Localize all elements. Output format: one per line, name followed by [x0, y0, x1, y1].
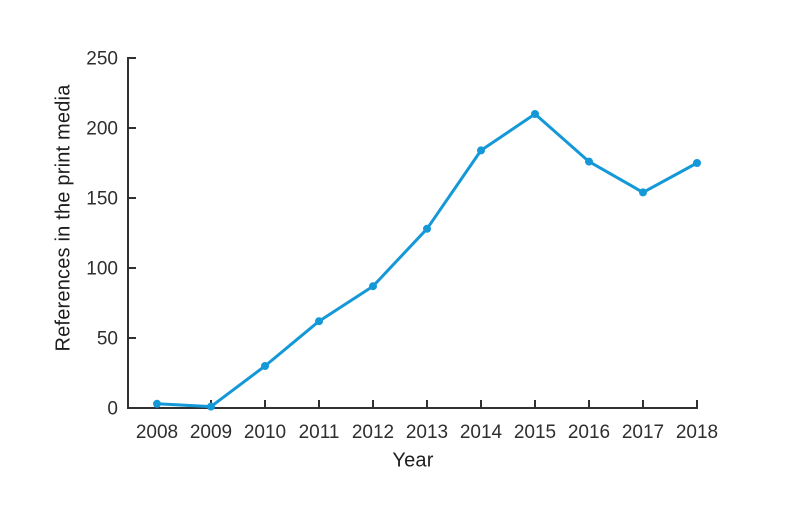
y-tick-label: 150 — [86, 189, 118, 210]
series-line — [155, 112, 699, 409]
x-tick-label: 2012 — [352, 422, 394, 443]
data-point-marker — [369, 282, 377, 291]
y-tick-label: 0 — [107, 399, 118, 420]
data-point-marker — [639, 188, 647, 197]
x-tick-label: 2015 — [514, 422, 556, 443]
y-tick-label: 200 — [86, 119, 118, 140]
data-point-marker — [423, 224, 431, 233]
x-tick-label: 2017 — [622, 422, 664, 443]
x-tick-label: 2018 — [676, 422, 718, 443]
x-tick-label: 2013 — [406, 422, 448, 443]
x-tick-label: 2016 — [568, 422, 610, 443]
x-tick-label: 2010 — [244, 422, 286, 443]
data-point-marker — [315, 317, 323, 326]
data-point-marker — [477, 146, 485, 155]
data-point-marker — [585, 157, 593, 166]
data-point-marker — [693, 159, 701, 167]
data-point-marker — [531, 110, 539, 118]
axis-spine — [127, 57, 698, 409]
x-tick-label: 2011 — [299, 422, 340, 443]
data-point-marker — [261, 362, 269, 370]
y-tick-label: 100 — [86, 259, 118, 280]
x-tick-label: 2014 — [460, 422, 503, 443]
x-axis-title: Year — [392, 449, 434, 472]
data-point-marker — [207, 402, 215, 411]
y-tick-label: 250 — [86, 49, 118, 70]
y-axis-title: References in the print media — [52, 84, 75, 352]
x-tick-label: 2009 — [190, 422, 232, 443]
x-tick-label: 2008 — [136, 422, 178, 443]
y-tick-label: 50 — [97, 329, 118, 350]
data-point-marker — [153, 399, 161, 408]
